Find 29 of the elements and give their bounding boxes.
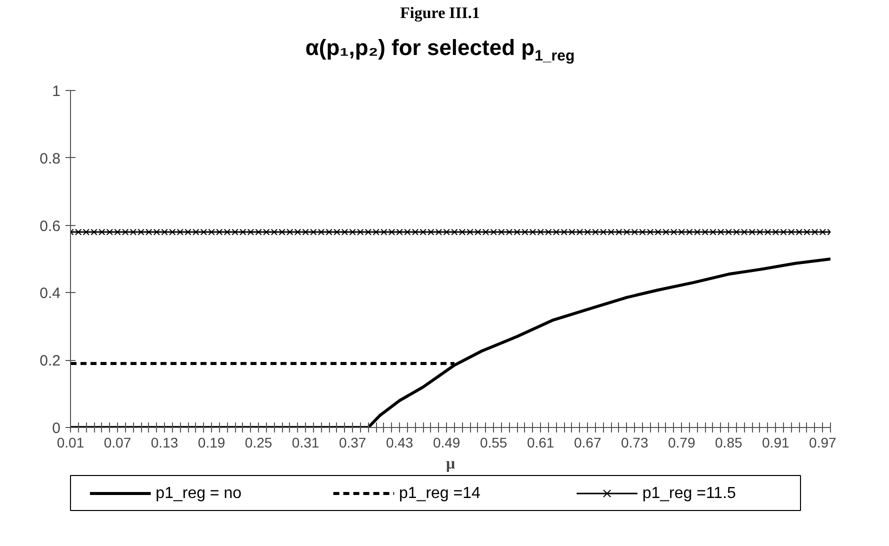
x-tick-label: 0.79 xyxy=(668,434,696,450)
legend-label: p1_reg =14 xyxy=(399,485,481,502)
x-tick-label: 0.37 xyxy=(338,434,366,450)
x-tick-label: 0.55 xyxy=(480,434,508,450)
y-tick-label: 0.6 xyxy=(40,218,61,235)
x-tick-label: 0.07 xyxy=(104,434,132,450)
y-tick-label: 0.4 xyxy=(40,285,61,302)
y-tick-label: 1 xyxy=(52,83,60,100)
legend-label: p1_reg = no xyxy=(156,485,242,502)
x-tick-label: 0.01 xyxy=(56,434,84,450)
chart-title: α(p₁,p₂) for selected p$_{1_reg}$ xyxy=(304,35,576,64)
x-tick-label: 0.31 xyxy=(292,434,320,450)
y-tick-label: 0.2 xyxy=(40,352,61,370)
x-tick-label: 0.43 xyxy=(386,434,414,450)
x-axis-title: μ xyxy=(446,456,456,472)
y-tick-label: 0 xyxy=(52,420,60,437)
text: Figure III.1 xyxy=(399,5,481,23)
x-tick-label: 0.73 xyxy=(621,434,648,450)
x-tick-label: 0.67 xyxy=(574,434,602,450)
y-tick-label: 0.8 xyxy=(40,150,61,168)
x-tick-label: 0.91 xyxy=(762,434,790,450)
x-tick-label: 0.61 xyxy=(526,434,554,450)
x-tick-label: 0.19 xyxy=(198,434,226,450)
x-tick-label: 0.13 xyxy=(150,434,178,450)
legend-label: p1_reg =11.5 xyxy=(642,485,736,502)
x-tick-label: 0.85 xyxy=(715,434,742,450)
x-tick-label: 0.25 xyxy=(244,434,272,450)
x-tick-label: 0.97 xyxy=(809,434,837,450)
x-tick-label: 0.49 xyxy=(432,434,460,450)
